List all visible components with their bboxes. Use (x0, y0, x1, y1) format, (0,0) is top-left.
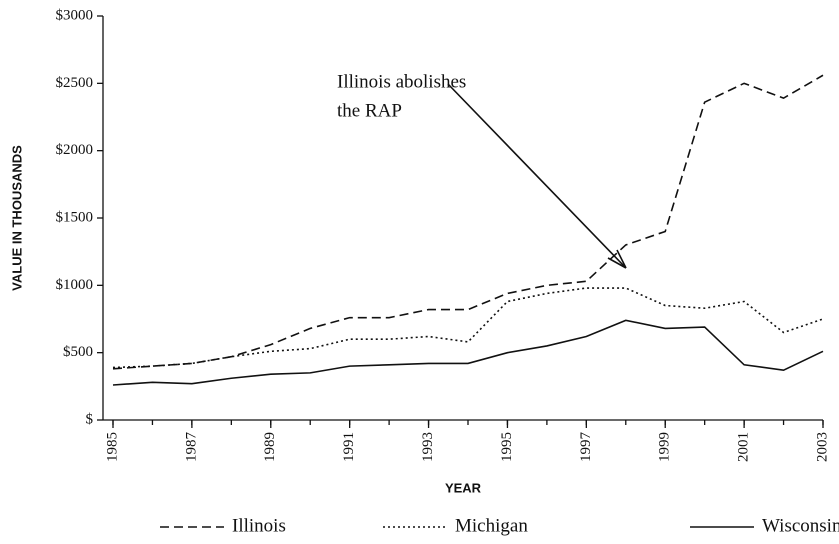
x-tick-label: 1991 (341, 432, 357, 462)
annotation: the RAP (337, 100, 402, 121)
x-tick-label: 1997 (578, 432, 594, 463)
x-tick-label: 1989 (262, 432, 278, 462)
x-tick-label: 1993 (420, 432, 436, 462)
x-tick-label: 2001 (736, 432, 752, 462)
legend-label: Wisconsin (762, 515, 839, 536)
x-tick-label: 2003 (814, 432, 830, 462)
y-axis-title: VALUE IN THOUSANDS (9, 145, 24, 291)
series-line (112, 319, 824, 386)
annotation-arrow (447, 83, 627, 269)
x-tick-label: 1999 (657, 432, 673, 462)
x-tick-label: 1985 (104, 432, 120, 462)
y-tick-label: $1000 (56, 277, 94, 293)
y-tick-label: $500 (63, 344, 93, 360)
x-tick-label: 1987 (183, 432, 199, 463)
y-tick-label: $3000 (56, 7, 94, 23)
x-axis-title: YEAR (445, 480, 482, 495)
y-tick-label: $2000 (56, 142, 94, 158)
series-line (112, 287, 824, 369)
annotation: Illinois abolishes (337, 71, 466, 92)
legend-label: Michigan (455, 515, 528, 536)
legend-label: Illinois (232, 515, 286, 536)
series-line (112, 74, 824, 370)
y-tick-label: $1500 (56, 209, 94, 225)
y-tick-label: $2500 (56, 75, 94, 91)
y-tick-label: $ (86, 411, 94, 427)
x-tick-label: 1995 (499, 432, 515, 462)
